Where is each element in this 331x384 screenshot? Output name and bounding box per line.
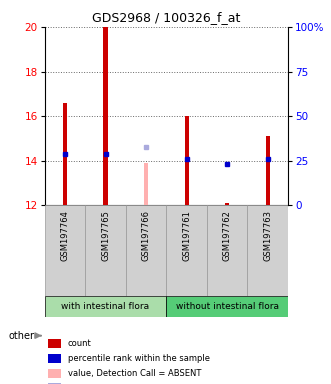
Text: with intestinal flora: with intestinal flora — [62, 302, 150, 311]
Bar — [45, 205, 85, 296]
Bar — [85, 205, 126, 296]
Bar — [126, 205, 166, 296]
Bar — [166, 205, 207, 296]
Title: GDS2968 / 100326_f_at: GDS2968 / 100326_f_at — [92, 11, 241, 24]
Bar — [144, 163, 148, 205]
Bar — [45, 296, 166, 317]
Text: without intestinal flora: without intestinal flora — [176, 302, 279, 311]
Text: GSM197766: GSM197766 — [142, 210, 151, 261]
Text: percentile rank within the sample: percentile rank within the sample — [68, 354, 210, 363]
Text: GSM197765: GSM197765 — [101, 210, 110, 261]
Bar — [48, 339, 61, 348]
Text: count: count — [68, 339, 92, 348]
Text: GSM197763: GSM197763 — [263, 210, 272, 261]
Bar — [207, 205, 247, 296]
Bar — [104, 27, 108, 205]
Bar — [185, 116, 189, 205]
Bar — [63, 103, 67, 205]
Bar — [247, 205, 288, 296]
Bar — [48, 383, 61, 384]
Bar — [225, 203, 229, 205]
Bar — [48, 354, 61, 363]
Bar — [266, 136, 270, 205]
Text: GSM197761: GSM197761 — [182, 210, 191, 261]
Text: other: other — [9, 331, 35, 341]
Text: value, Detection Call = ABSENT: value, Detection Call = ABSENT — [68, 369, 201, 378]
Bar — [48, 369, 61, 378]
Text: GSM197764: GSM197764 — [61, 210, 70, 261]
Bar — [166, 296, 288, 317]
Text: GSM197762: GSM197762 — [223, 210, 232, 261]
